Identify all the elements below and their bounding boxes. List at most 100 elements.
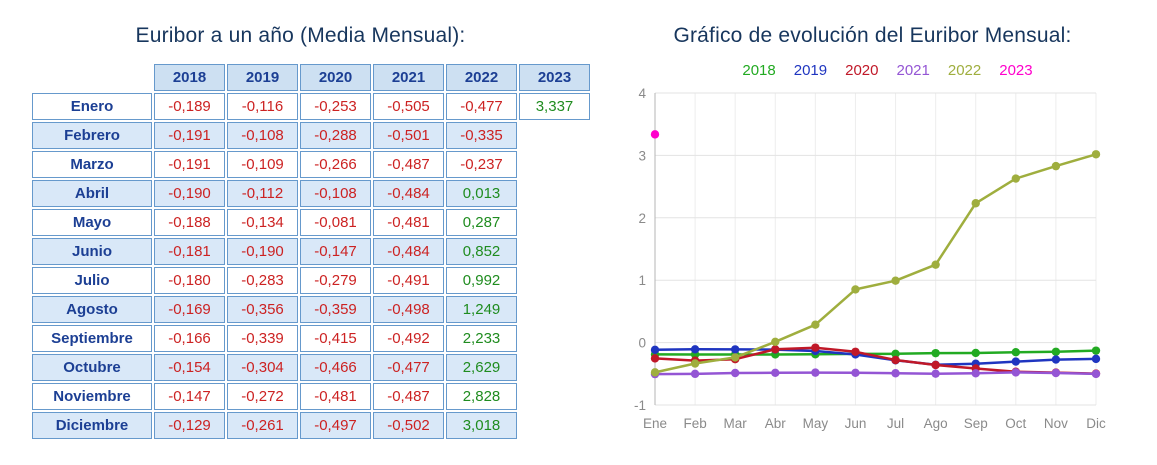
value-cell: -0,134 (227, 209, 298, 236)
x-tick-label: Oct (1005, 416, 1026, 431)
month-cell: Febrero (32, 122, 152, 149)
data-point-2021 (771, 368, 780, 378)
value-cell: -0,484 (373, 180, 444, 207)
value-cell (519, 180, 590, 207)
data-point-2020 (931, 360, 940, 370)
data-point-2021 (811, 368, 820, 377)
month-cell: Octubre (32, 354, 152, 381)
table-title: Euribor a un año (Media Mensual): (135, 24, 466, 47)
value-cell (519, 238, 590, 265)
value-cell: -0,481 (300, 383, 371, 410)
value-cell: -0,477 (446, 93, 517, 120)
year-header-2019: 2019 (227, 64, 298, 91)
value-cell: -0,501 (373, 122, 444, 149)
data-point-2020 (650, 354, 660, 363)
data-point-2018 (931, 348, 940, 358)
y-tick-label: -1 (634, 398, 646, 413)
value-cell (519, 267, 590, 294)
data-point-2021 (931, 369, 940, 378)
month-cell: Julio (32, 267, 152, 294)
value-cell: -0,502 (373, 412, 444, 439)
x-tick-label: Jul (887, 416, 904, 431)
legend-item-2020: 2020 (845, 62, 879, 79)
value-cell: -0,356 (227, 296, 298, 323)
table-corner-cell (32, 64, 152, 91)
data-point-2021 (891, 369, 900, 378)
data-point-2019 (1011, 357, 1021, 366)
value-cell: -0,359 (300, 296, 371, 323)
value-cell: -0,129 (154, 412, 225, 439)
legend-item-2019: 2019 (793, 62, 828, 79)
value-cell: -0,190 (227, 238, 298, 265)
value-cell: -0,253 (300, 93, 371, 120)
value-cell: -0,505 (373, 93, 444, 120)
series-line-2022 (654, 153, 1097, 374)
series-line-2018 (654, 349, 1097, 356)
value-cell: -0,237 (446, 151, 517, 178)
value-cell: -0,109 (227, 151, 298, 178)
year-header-2018: 2018 (154, 64, 225, 91)
legend-item-2022: 2022 (947, 62, 982, 79)
data-point-2019 (1091, 354, 1101, 364)
data-point-2021 (1091, 369, 1101, 379)
table-row-abril: Abril -0,190 -0,112 -0,108 -0,484 0,013 (32, 180, 590, 207)
data-point-2019 (690, 345, 700, 354)
data-point-2022 (1091, 150, 1101, 159)
data-point-2022 (1011, 174, 1021, 183)
value-cell: -0,304 (227, 354, 298, 381)
month-cell: Enero (32, 93, 152, 120)
data-point-2022 (730, 353, 740, 362)
value-cell: -0,112 (227, 180, 298, 207)
euribor-table: 2018 2019 2020 2021 2022 2023 Enero -0,189 -0,1… (30, 62, 592, 441)
data-point-2019 (730, 345, 740, 354)
legend-item-2021: 2021 (896, 62, 930, 79)
value-cell: 1,249 (446, 296, 517, 323)
value-cell: -0,288 (300, 122, 371, 149)
euribor-table-section: Euribor a un año (Media Mensual): 2018 20… (28, 24, 590, 441)
value-cell: -0,166 (154, 325, 225, 352)
x-tick-label: May (803, 416, 829, 431)
value-cell: 0,287 (446, 209, 517, 236)
y-tick-label: 3 (638, 148, 646, 163)
value-cell: -0,491 (373, 267, 444, 294)
value-cell: -0,415 (300, 325, 371, 352)
table-row-octubre: Octubre -0,154 -0,304 -0,466 -0,477 2,629 (32, 354, 590, 381)
month-cell: Mayo (32, 209, 152, 236)
value-cell (519, 383, 590, 410)
value-cell: -0,081 (300, 209, 371, 236)
value-cell: -0,481 (373, 209, 444, 236)
value-cell: -0,497 (300, 412, 371, 439)
y-tick-label: 0 (638, 336, 646, 351)
value-cell: -0,487 (373, 151, 444, 178)
value-cell: 3,337 (519, 93, 590, 120)
value-cell (519, 151, 590, 178)
data-point-2022 (931, 260, 940, 269)
x-tick-label: Ago (924, 416, 948, 431)
table-row-diciembre: Diciembre -0,129 -0,261 -0,497 -0,502 3,018 (32, 412, 590, 439)
value-cell: -0,279 (300, 267, 371, 294)
euribor-chart: 4 3 2 1 0 -1 Ene Feb Mar Abr May Jun Jul Ago Sep Oct Nov… (634, 86, 1106, 431)
data-point-2022 (690, 359, 700, 368)
value-cell: -0,492 (373, 325, 444, 352)
data-point-2022 (891, 276, 900, 285)
legend-item-2018: 2018 (742, 62, 776, 79)
table-row-marzo: Marzo -0,191 -0,109 -0,266 -0,487 -0,237 (32, 151, 590, 178)
month-cell: Junio (32, 238, 152, 265)
euribor-chart-section: Gráfico de evolución del Euribor Mensual… (615, 24, 1130, 444)
data-point-2020 (771, 345, 780, 354)
value-cell (519, 209, 590, 236)
value-cell: -0,108 (300, 180, 371, 207)
x-tick-label: Jun (845, 416, 867, 431)
table-row-febrero: Febrero -0,191 -0,108 -0,288 -0,501 -0,335 (32, 122, 590, 149)
y-tick-label: 2 (638, 211, 646, 226)
value-cell: -0,108 (227, 122, 298, 149)
data-point-2022 (650, 368, 660, 377)
chart-title: Gráfico de evolución del Euribor Mensual… (673, 24, 1072, 47)
data-point-2022 (971, 199, 980, 208)
value-cell (519, 296, 590, 323)
year-header-2023: 2023 (519, 64, 590, 91)
series-line-2021 (654, 371, 1097, 376)
value-cell (519, 325, 590, 352)
value-cell (519, 122, 590, 149)
table-row-mayo: Mayo -0,188 -0,134 -0,081 -0,481 0,287 (32, 209, 590, 236)
